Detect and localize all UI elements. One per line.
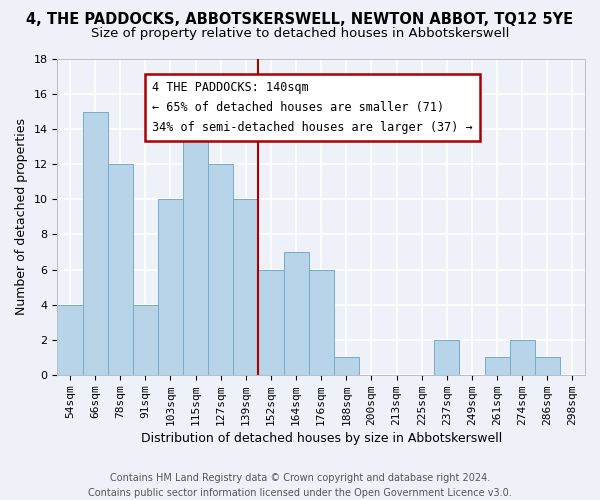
Bar [183,129,208,375]
Text: 4 THE PADDOCKS: 140sqm
← 65% of detached houses are smaller (71)
34% of semi-det: 4 THE PADDOCKS: 140sqm ← 65% of detached… [152,81,473,134]
Bar [83,112,107,375]
Bar [158,200,183,375]
Bar [259,270,284,375]
Bar [434,340,460,375]
Y-axis label: Number of detached properties: Number of detached properties [15,118,28,316]
Bar [208,164,233,375]
Bar [233,200,259,375]
Bar [334,358,359,375]
Bar [284,252,308,375]
Bar [509,340,535,375]
Bar [308,270,334,375]
Bar [107,164,133,375]
Text: Size of property relative to detached houses in Abbotskerswell: Size of property relative to detached ho… [91,28,509,40]
Bar [535,358,560,375]
Text: Contains HM Land Registry data © Crown copyright and database right 2024.
Contai: Contains HM Land Registry data © Crown c… [88,472,512,498]
Bar [133,304,158,375]
Bar [58,304,83,375]
X-axis label: Distribution of detached houses by size in Abbotskerswell: Distribution of detached houses by size … [140,432,502,445]
Bar [485,358,509,375]
Text: 4, THE PADDOCKS, ABBOTSKERSWELL, NEWTON ABBOT, TQ12 5YE: 4, THE PADDOCKS, ABBOTSKERSWELL, NEWTON … [26,12,574,28]
